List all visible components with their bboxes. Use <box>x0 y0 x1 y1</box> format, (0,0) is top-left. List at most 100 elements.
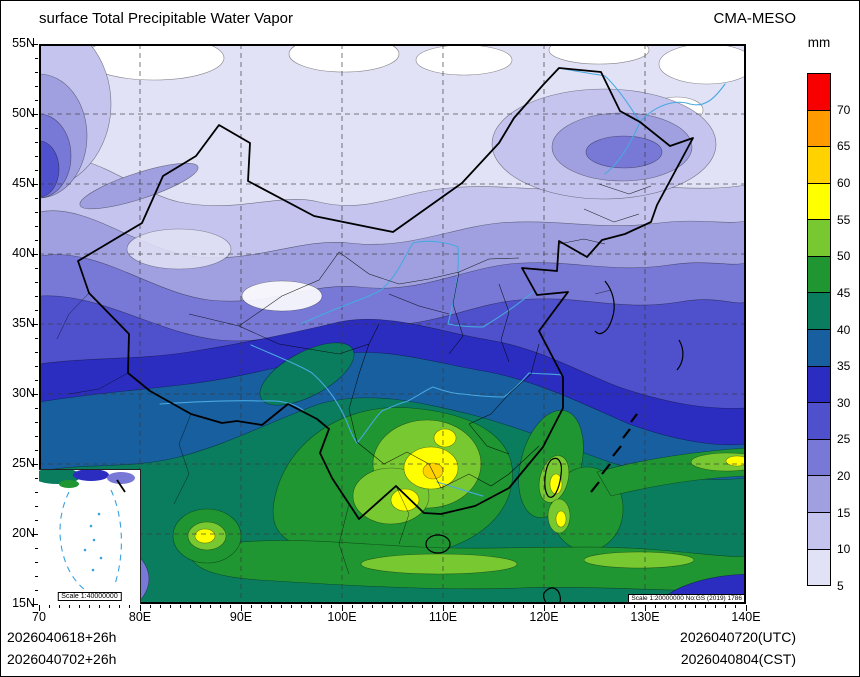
x-axis-tick <box>331 605 333 608</box>
model-label: CMA-MESO <box>713 10 797 27</box>
y-axis-tick <box>35 365 38 367</box>
x-axis-tick <box>563 605 565 608</box>
colorbar-block <box>808 329 830 366</box>
x-axis-tick <box>583 605 585 608</box>
x-axis-tick <box>371 605 373 608</box>
x-axis-tick <box>159 605 161 608</box>
x-axis-label: 90E <box>229 610 253 624</box>
x-axis-tick <box>311 605 313 608</box>
x-axis-tick <box>321 605 323 608</box>
y-axis-tick <box>35 449 38 451</box>
x-axis-tick <box>503 605 505 608</box>
x-axis-tick <box>684 605 686 608</box>
x-axis-tick <box>210 605 212 608</box>
footer-init-utc: 2026040618+26h <box>7 629 117 645</box>
y-axis-tick <box>32 183 38 185</box>
x-axis-tick <box>341 605 343 611</box>
contour-fills <box>39 44 746 604</box>
x-axis-tick <box>200 605 202 608</box>
y-axis-tick <box>35 477 38 479</box>
y-axis-label: 35N <box>12 316 35 330</box>
x-axis-tick <box>412 605 414 608</box>
island-coastlines <box>425 280 684 604</box>
colorbar-tick-label: 55 <box>837 212 851 227</box>
y-axis-label: 30N <box>12 386 35 400</box>
y-axis-tick <box>35 407 38 409</box>
x-axis-tick <box>664 605 666 608</box>
x-axis-tick <box>735 605 737 608</box>
x-axis-label: 100E <box>327 610 357 624</box>
province-borders <box>188 183 652 489</box>
y-axis-tick <box>35 575 38 577</box>
south-china-sea-inset: Scale 1:40000000 <box>33 468 141 604</box>
y-axis-tick <box>35 435 38 437</box>
colorbar-tick-label: 30 <box>837 395 851 410</box>
x-axis-tick <box>543 605 545 611</box>
map-panel: Scale 1:40000000 Scale 1:20000000 No:GS … <box>33 44 746 604</box>
y-axis-tick <box>35 295 38 297</box>
graticule <box>39 44 746 604</box>
x-axis-tick <box>78 605 80 608</box>
colorbar-block <box>808 548 830 586</box>
y-axis-tick <box>35 421 38 423</box>
x-axis-tick <box>594 605 595 608</box>
colorbar-tick-label: 40 <box>837 322 851 337</box>
x-axis-tick <box>119 605 121 608</box>
x-axis-tick <box>402 605 404 608</box>
x-axis-tick <box>230 605 232 608</box>
x-axis-tick <box>482 605 484 608</box>
y-axis-tick <box>35 211 38 213</box>
y-axis-tick <box>35 589 38 591</box>
y-axis-tick <box>35 155 38 157</box>
y-axis-tick <box>35 141 38 143</box>
x-axis-tick <box>745 605 747 611</box>
x-axis-tick <box>351 605 353 608</box>
footer-valid-cst: 2026040804(CST) <box>680 651 796 667</box>
colorbar-block <box>808 255 830 293</box>
colorbar-block <box>808 74 830 110</box>
china-national-boundary <box>77 67 694 520</box>
y-axis-tick <box>35 491 38 493</box>
y-axis-tick <box>32 323 38 325</box>
y-axis-tick <box>35 169 38 171</box>
map-frame <box>39 44 746 604</box>
x-axis-tick <box>634 605 636 608</box>
x-axis-tick <box>624 605 626 608</box>
colorbar-tick-label: 50 <box>837 249 851 264</box>
x-axis-label: 70 <box>32 610 46 624</box>
x-axis-tick <box>169 605 171 608</box>
x-axis-tick <box>452 605 454 608</box>
x-axis-tick <box>48 605 50 608</box>
y-axis-tick <box>35 57 38 59</box>
colorbar-tick-label: 60 <box>837 175 851 190</box>
colorbar-tick-label: 15 <box>837 505 851 520</box>
x-axis-label: 80E <box>128 610 152 624</box>
x-axis-tick <box>179 605 181 608</box>
x-axis-tick <box>68 605 70 608</box>
inset-map <box>33 468 138 602</box>
x-axis-tick <box>381 605 383 608</box>
inset-island-dots <box>83 512 103 572</box>
colorbar-tick-label: 70 <box>837 102 851 117</box>
colorbar-block <box>808 511 830 549</box>
y-axis-tick <box>35 505 38 507</box>
y-axis-label: 50N <box>12 106 35 120</box>
colorbar-tick-label: 25 <box>837 432 851 447</box>
x-axis-tick <box>442 605 444 611</box>
y-axis-tick <box>35 281 38 283</box>
x-axis-tick <box>614 605 616 608</box>
y-axis-tick <box>32 603 38 605</box>
y-axis-tick <box>35 127 38 129</box>
y-axis-tick <box>35 351 38 353</box>
x-axis-tick <box>38 605 40 611</box>
y-axis-label: 55N <box>12 36 35 50</box>
x-axis-tick <box>523 605 525 608</box>
colorbar-blocks <box>807 73 831 586</box>
colorbar-tick-label: 20 <box>837 469 851 484</box>
x-axis-tick <box>695 605 696 608</box>
x-axis-tick <box>220 605 222 608</box>
x-axis-tick <box>280 605 282 608</box>
x-axis-tick <box>472 605 474 608</box>
x-axis-tick <box>301 605 303 608</box>
x-axis-label: 130E <box>630 610 660 624</box>
